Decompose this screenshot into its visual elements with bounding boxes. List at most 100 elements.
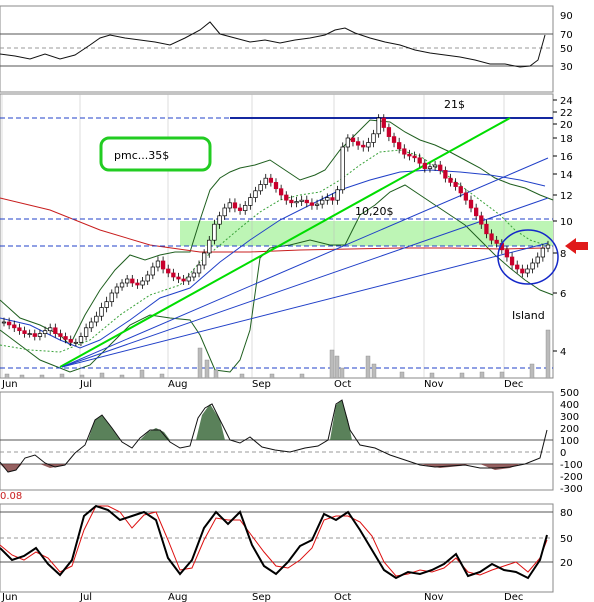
moving-average-mid	[0, 169, 546, 349]
candle-body	[109, 292, 114, 303]
target-label: pmc...35$	[114, 149, 169, 162]
oscillator-tick-label: -100	[560, 460, 583, 471]
volume-bar	[299, 373, 305, 379]
candle-body	[381, 117, 386, 128]
candle-body	[330, 197, 335, 201]
volume-bar	[119, 374, 125, 379]
candle-body	[73, 341, 78, 344]
stochastic-tick-label: 20	[560, 558, 573, 569]
candle-body	[402, 148, 407, 155]
resistance-label: 21$	[444, 98, 465, 111]
candle-body	[78, 336, 84, 343]
volume-bar	[139, 369, 145, 379]
candle-body	[515, 264, 520, 270]
month-label: Sep	[252, 379, 271, 390]
price-tick-label: 4	[560, 347, 566, 358]
candle-body	[99, 307, 104, 317]
candle-body	[494, 239, 499, 244]
candle-body	[504, 249, 510, 258]
moving-average-long	[0, 197, 546, 253]
volume-bar	[334, 355, 340, 379]
oscillator-line	[0, 399, 548, 473]
candle-body	[48, 327, 53, 332]
candle-body	[253, 190, 258, 198]
candle-body	[479, 215, 484, 225]
candle-body	[248, 197, 253, 206]
rsi-tick-label: 90	[560, 11, 573, 22]
price-tick-label: 10	[560, 217, 573, 228]
rsi-tick-label: 30	[560, 62, 573, 73]
oscillator-tick-label: -200	[560, 472, 583, 483]
candle-body	[42, 330, 48, 334]
candle-body	[278, 188, 284, 196]
volume-bar	[499, 371, 505, 379]
candle-body	[458, 186, 463, 194]
candle-body	[412, 155, 417, 159]
candle-body	[509, 256, 515, 266]
month-label: Jun	[1, 592, 18, 602]
candle-body	[37, 333, 43, 337]
candle-body	[325, 197, 330, 201]
candle-body	[27, 333, 32, 335]
oscillator-panel-frame	[0, 391, 554, 491]
candle-body	[299, 199, 304, 202]
trendline-blue-3	[61, 242, 549, 368]
candle-body	[12, 324, 17, 329]
candle-body	[63, 336, 68, 340]
candle-body	[350, 137, 356, 142]
candle-body	[376, 117, 381, 135]
candle-body	[304, 199, 309, 204]
candle-body	[340, 146, 345, 191]
candle-body	[160, 260, 166, 270]
oscillator-negative-fill	[0, 464, 520, 472]
price-tick-label: 12	[560, 191, 573, 202]
candle-body	[525, 268, 530, 274]
candle-body	[273, 182, 279, 190]
candle-body	[540, 247, 546, 258]
price-panel: pmc...35$ 21$ 10,20$ Island 4 6 8 10 12 14 16 1…	[0, 93, 588, 390]
candle-body	[58, 333, 63, 337]
bollinger-upper	[0, 119, 554, 346]
candle-body	[407, 153, 412, 157]
volume-bar	[159, 373, 165, 379]
candle-body	[186, 276, 191, 282]
candle-body	[243, 205, 248, 211]
month-label: Aug	[168, 379, 188, 390]
trendline-blue-2	[61, 197, 549, 368]
volume-bar	[365, 355, 371, 379]
candle-body	[391, 136, 397, 143]
candle-body	[22, 330, 27, 334]
rsi-panel-frame	[0, 5, 554, 93]
volume-bar	[529, 363, 535, 379]
candle-body	[309, 202, 315, 206]
stochastic-panel-frame	[0, 503, 554, 593]
candle-body	[474, 207, 479, 217]
candle-body	[371, 133, 376, 143]
month-label: Dec	[504, 592, 523, 602]
candle-body	[130, 278, 135, 284]
month-label: Sep	[252, 592, 271, 602]
candle-body	[217, 215, 222, 225]
candle-body	[335, 189, 340, 201]
candle-body	[443, 170, 448, 179]
volume-bar	[197, 347, 203, 379]
candle-body	[366, 142, 371, 148]
month-label: Jul	[79, 592, 92, 602]
candle-body	[227, 202, 232, 209]
volume-bar	[213, 369, 219, 379]
candle-body	[83, 327, 89, 337]
candle-body	[535, 256, 540, 264]
volume-bar	[459, 372, 465, 379]
volume-bar	[39, 374, 45, 379]
price-tick-label: 14	[560, 170, 573, 181]
month-label: Aug	[168, 592, 188, 602]
volume-bar	[204, 359, 210, 379]
candle-body	[545, 244, 551, 249]
rsi-panel: 30 50 70 90	[0, 5, 573, 93]
island-circle	[497, 229, 559, 285]
stochastic-tick-label: 80	[560, 508, 573, 519]
candle-body	[1, 321, 7, 324]
candle-body	[530, 262, 535, 270]
